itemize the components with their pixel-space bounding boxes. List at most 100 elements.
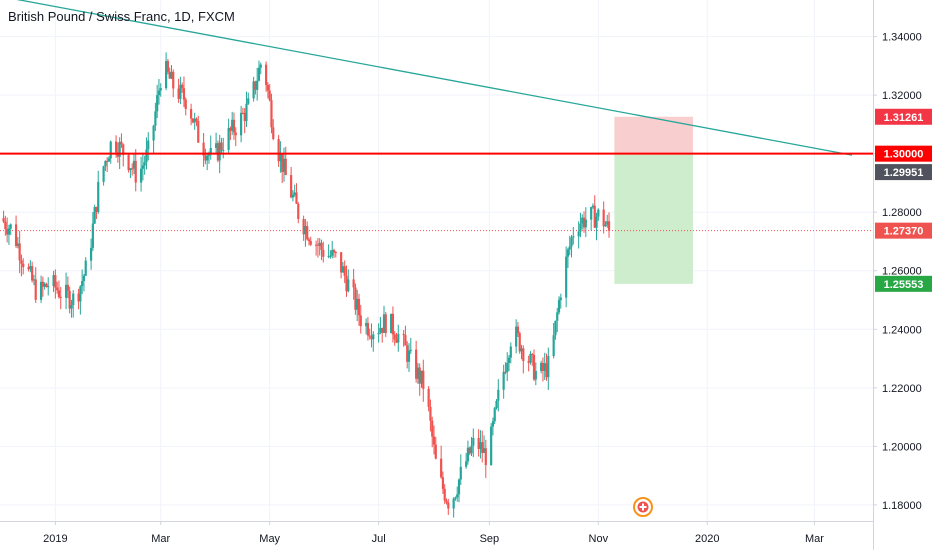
candle-down xyxy=(593,205,596,228)
price-tick-label: 1.32000 xyxy=(882,90,922,102)
target-price-label: 1.25553 xyxy=(884,279,924,291)
candle-down xyxy=(297,203,300,220)
candle-down xyxy=(241,112,244,114)
candle-up xyxy=(543,363,546,371)
candle-down xyxy=(197,120,200,143)
candle-up xyxy=(491,421,495,427)
candle-up xyxy=(591,205,595,208)
price-tick-label: 1.28000 xyxy=(882,207,922,219)
candle-down xyxy=(281,153,284,172)
candle-up xyxy=(547,356,550,378)
candle-down xyxy=(431,420,434,437)
candle-up xyxy=(107,158,111,162)
candle-down xyxy=(27,267,30,270)
candle-down xyxy=(234,132,237,136)
stop-price-badge xyxy=(875,108,932,125)
candle-up xyxy=(104,161,107,167)
candle-up xyxy=(572,236,575,238)
candle-up xyxy=(490,426,493,466)
candle-up xyxy=(304,226,307,235)
candle-down xyxy=(447,502,450,509)
candle-down xyxy=(602,209,605,227)
candle-up xyxy=(154,111,157,126)
candle-up xyxy=(347,279,350,292)
candle-up xyxy=(493,408,496,422)
candle-down xyxy=(34,279,37,300)
candle-up xyxy=(497,389,500,401)
candle-up xyxy=(341,266,345,273)
candle-up xyxy=(129,168,132,171)
candle-up xyxy=(559,297,562,301)
candle-up xyxy=(32,279,36,281)
candle-up xyxy=(482,448,486,453)
candle-up xyxy=(291,194,295,198)
candle-up xyxy=(329,255,332,257)
stop-loss-zone[interactable] xyxy=(614,116,693,154)
time-tick-label: May xyxy=(259,533,280,545)
candle-down xyxy=(434,444,437,459)
event-marker-cross-h xyxy=(639,506,647,508)
candle-down xyxy=(343,266,346,276)
candle-down xyxy=(322,249,325,257)
candle-up xyxy=(420,370,423,384)
candle-down xyxy=(527,360,530,363)
candle-up xyxy=(43,283,46,287)
candle-up xyxy=(293,192,296,195)
candle-down xyxy=(481,442,484,453)
descending-trendline[interactable] xyxy=(0,0,853,156)
price-tick-label: 1.24000 xyxy=(882,324,922,336)
candle-up xyxy=(595,216,598,228)
candle-up xyxy=(70,305,73,309)
candle-up xyxy=(227,128,230,150)
candle-up xyxy=(540,362,543,371)
candle-down xyxy=(406,345,409,362)
candle-up xyxy=(218,142,221,161)
candle-up xyxy=(466,447,470,462)
candle-down xyxy=(432,436,436,445)
candle-up xyxy=(207,154,211,156)
take-profit-zone[interactable] xyxy=(614,153,693,284)
candle-up xyxy=(170,71,173,79)
candle-down xyxy=(354,287,357,310)
candle-down xyxy=(366,322,370,336)
candle-up xyxy=(372,334,375,340)
candle-up xyxy=(382,314,386,333)
candle-down xyxy=(359,315,362,327)
time-tick-label: Sep xyxy=(480,533,500,545)
candle-up xyxy=(377,332,380,335)
candle-down xyxy=(531,353,534,356)
candle-down xyxy=(131,168,134,170)
time-tick-label: 2020 xyxy=(695,533,719,545)
candle-down xyxy=(295,192,298,204)
candle-up xyxy=(231,119,234,131)
candle-down xyxy=(345,275,348,292)
candle-down xyxy=(395,339,398,343)
candle-down xyxy=(352,279,355,288)
candle-down xyxy=(122,144,125,155)
candle-down xyxy=(429,406,432,421)
target-price-badge xyxy=(875,275,932,292)
candle-up xyxy=(193,118,196,123)
candle-down xyxy=(77,293,80,302)
candle-down xyxy=(54,275,57,288)
candle-down xyxy=(381,327,384,333)
candle-down xyxy=(191,118,194,123)
candle-up xyxy=(552,335,555,357)
candle-up xyxy=(222,149,225,151)
candle-down xyxy=(68,290,71,309)
resistance-price-badge xyxy=(875,145,932,162)
candle-down xyxy=(415,349,418,379)
entry-price-badge xyxy=(875,164,932,181)
candle-up xyxy=(409,349,412,351)
candle-up xyxy=(318,242,321,246)
candle-up xyxy=(581,217,584,224)
candle-down xyxy=(316,244,320,246)
candle-down xyxy=(2,218,5,222)
candle-down xyxy=(443,488,446,501)
candle-down xyxy=(541,362,545,371)
time-tick-label: Jul xyxy=(372,533,386,545)
candle-down xyxy=(127,154,130,171)
candle-up xyxy=(577,231,580,237)
